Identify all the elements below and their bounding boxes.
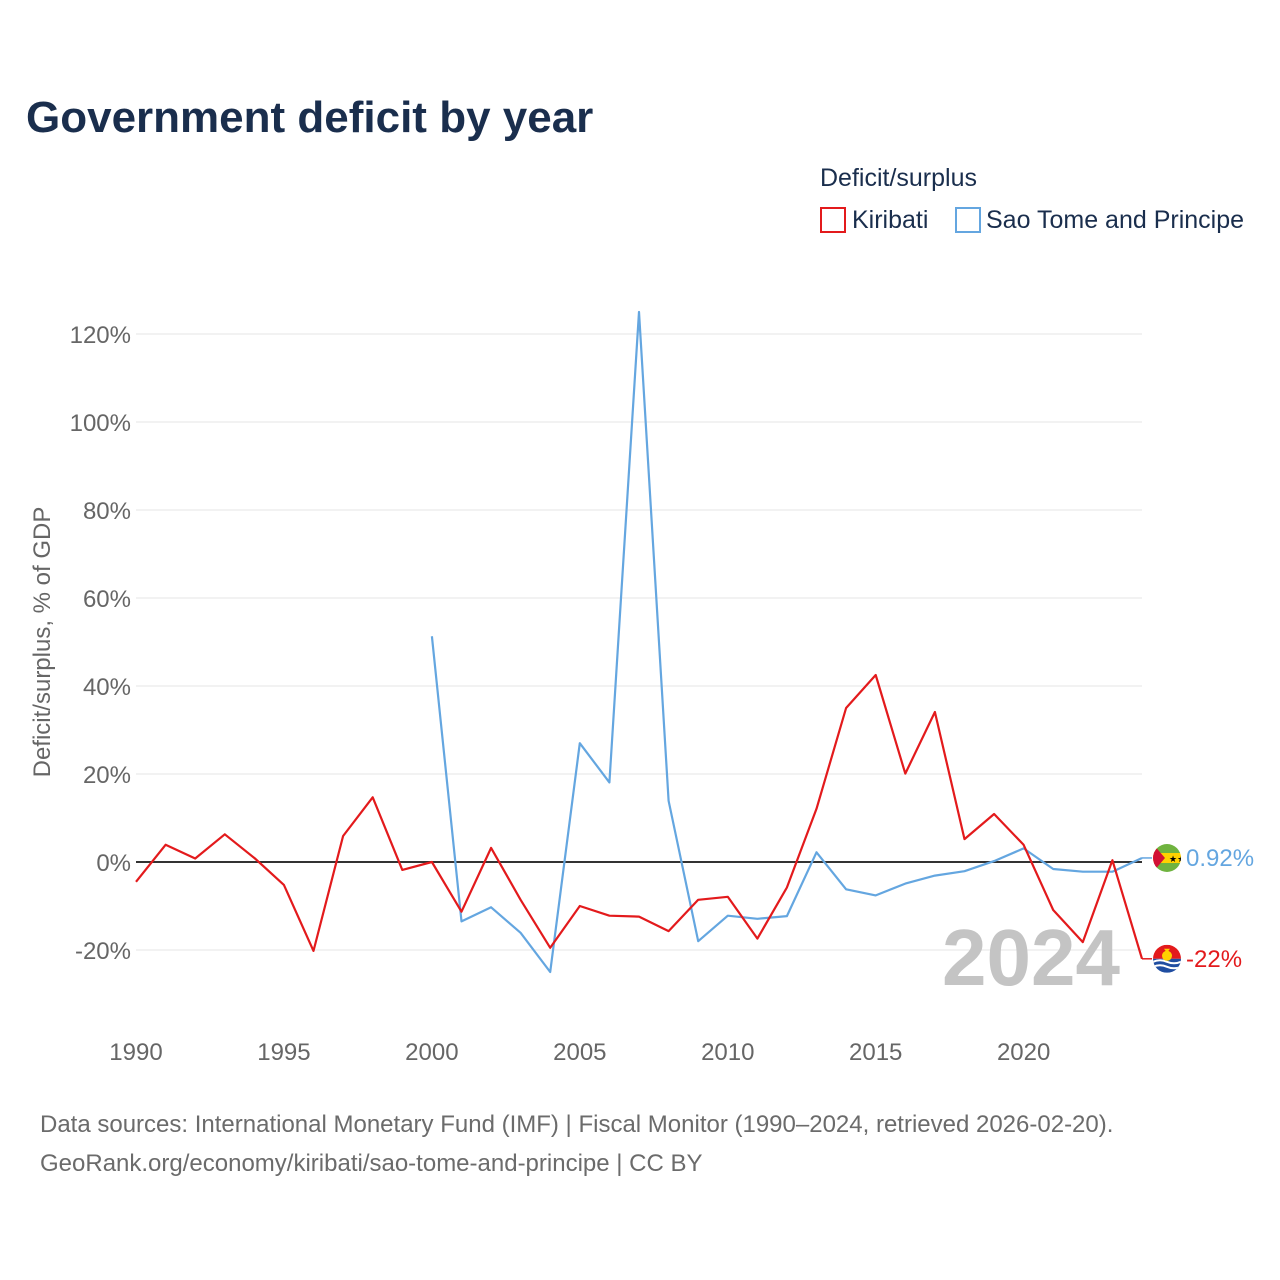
- x-tick-label: 2005: [553, 1039, 606, 1066]
- chart-title: Government deficit by year: [26, 93, 593, 142]
- legend-label-kiribati[interactable]: Kiribati: [852, 206, 928, 234]
- y-axis-label: Deficit/surplus, % of GDP: [29, 507, 56, 778]
- x-tick-label: 2015: [849, 1039, 902, 1066]
- y-tick-label: 100%: [70, 410, 131, 437]
- sao-tome-flag-icon: ★★: [1153, 844, 1185, 872]
- y-tick-label: -20%: [75, 938, 131, 965]
- end-label-sao-tome: 0.92%: [1186, 845, 1254, 872]
- y-tick-label: 60%: [83, 586, 131, 613]
- legend-swatch-sao-tome[interactable]: [955, 207, 981, 233]
- legend: Deficit/surplus Kiribati Sao Tome and Pr…: [820, 164, 1244, 234]
- y-tick-label: 120%: [70, 322, 131, 349]
- x-axis-ticks: 1990 1995 2000 2005 2010 2015 2020: [109, 1039, 1050, 1066]
- y-tick-label: 40%: [83, 674, 131, 701]
- y-tick-label: 20%: [83, 762, 131, 789]
- legend-title: Deficit/surplus: [820, 164, 977, 192]
- end-label-kiribati: -22%: [1186, 946, 1242, 973]
- gridlines: [136, 333, 1142, 951]
- x-tick-label: 1990: [109, 1039, 162, 1066]
- series-lines: [135, 310, 1152, 974]
- x-tick-label: 1995: [257, 1039, 310, 1066]
- x-tick-label: 2010: [701, 1039, 754, 1066]
- source-line-1: Data sources: International Monetary Fun…: [40, 1111, 1113, 1138]
- y-tick-label: 80%: [83, 498, 131, 525]
- legend-swatch-kiribati[interactable]: [820, 207, 846, 233]
- series-line-sao-tome[interactable]: [430, 310, 1143, 974]
- source-line-2[interactable]: GeoRank.org/economy/kiribati/sao-tome-an…: [40, 1150, 703, 1177]
- series-line-kiribati[interactable]: [135, 673, 1144, 960]
- x-tick-label: 2000: [405, 1039, 458, 1066]
- end-marker-kiribati: [1153, 944, 1181, 973]
- end-marker-sao-tome: ★★: [1153, 844, 1185, 872]
- kiribati-flag-icon: [1153, 944, 1181, 973]
- x-tick-label: 2020: [997, 1039, 1050, 1066]
- current-year-watermark: 2024: [942, 913, 1120, 1002]
- legend-label-sao-tome[interactable]: Sao Tome and Principe: [986, 206, 1244, 234]
- y-tick-label: 0%: [96, 850, 131, 877]
- y-axis-ticks: -20% 0% 20% 40% 60% 80% 100% 120%: [70, 322, 131, 965]
- svg-text:★★: ★★: [1169, 854, 1185, 864]
